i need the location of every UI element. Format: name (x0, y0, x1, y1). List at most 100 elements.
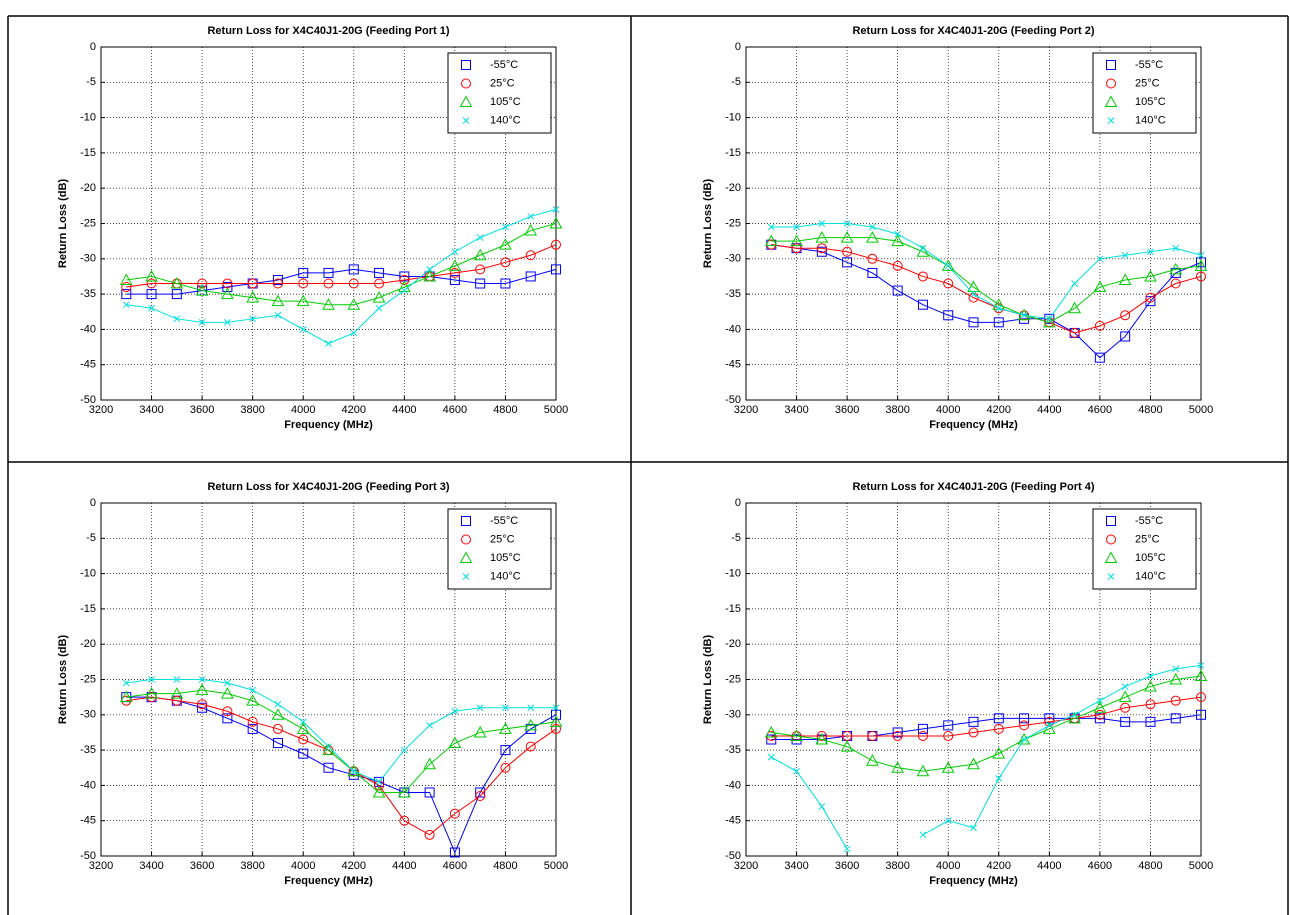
marker (1170, 278, 1181, 289)
marker (944, 262, 952, 270)
x-tick-label: 3400 (784, 404, 808, 416)
marker (968, 317, 979, 328)
marker (867, 253, 878, 264)
marker (1197, 662, 1205, 669)
legend-box (447, 52, 552, 134)
marker (299, 718, 307, 726)
marker (171, 289, 182, 300)
marker (944, 817, 952, 825)
marker (399, 274, 410, 285)
marker (995, 304, 1003, 312)
marker (1106, 78, 1116, 89)
marker (1120, 716, 1131, 727)
x-tick-label: 4600 (1088, 860, 1112, 872)
marker (347, 764, 361, 777)
marker (842, 257, 853, 268)
plot-frame (100, 502, 557, 857)
x-tick-label: 3200 (89, 860, 113, 872)
series-line (771, 237, 1202, 323)
legend-label: -55°C (1135, 59, 1163, 71)
marker (499, 722, 512, 734)
marker (397, 280, 411, 293)
marker (549, 715, 563, 727)
marker (943, 310, 954, 321)
marker (1147, 672, 1154, 680)
x-tick-label: 4400 (1037, 404, 1061, 416)
marker (502, 704, 509, 712)
marker (449, 267, 460, 278)
legend-label: 105°C (490, 96, 521, 108)
y-tick-label: -40 (725, 779, 741, 791)
marker (271, 294, 285, 307)
marker (461, 516, 471, 526)
legend-label: 140°C (490, 114, 521, 126)
legend-label: 25°C (1135, 533, 1160, 545)
marker (527, 704, 535, 712)
marker (1194, 259, 1208, 271)
marker (1172, 244, 1180, 252)
marker (525, 250, 536, 261)
legend-label: 105°C (1135, 552, 1166, 564)
marker (221, 687, 234, 699)
marker (551, 264, 561, 275)
marker (993, 713, 1004, 724)
marker (462, 573, 470, 580)
marker (1094, 320, 1105, 331)
marker (1044, 716, 1055, 727)
y-tick-label: -20 (725, 182, 741, 194)
marker (146, 289, 157, 300)
marker (917, 271, 928, 282)
marker (815, 732, 829, 745)
marker (917, 723, 928, 734)
marker (1170, 695, 1181, 706)
marker (790, 729, 803, 741)
series-line (126, 696, 557, 854)
legend-label: 25°C (490, 77, 515, 89)
marker (1120, 702, 1131, 713)
marker (296, 722, 310, 734)
y-tick-label: -45 (80, 815, 96, 827)
marker (121, 282, 132, 293)
x-tick-label: 3600 (190, 860, 214, 872)
marker (247, 716, 258, 727)
marker (1197, 251, 1205, 259)
y-tick-label: 0 (735, 41, 741, 53)
marker (916, 764, 930, 777)
series-line (771, 223, 1202, 320)
chart-title: Return Loss for X4C40J1-20G (Feeding Por… (852, 25, 1094, 37)
legend-label: 140°C (1135, 570, 1166, 582)
marker (917, 730, 928, 741)
y-tick-label: -30 (725, 253, 741, 265)
marker (552, 206, 560, 213)
marker (473, 725, 487, 738)
x-tick-label: 4600 (443, 860, 467, 872)
marker (500, 762, 511, 773)
marker (992, 747, 1006, 759)
marker (1145, 716, 1156, 727)
x-tick-label: 4400 (392, 404, 416, 416)
marker (1196, 709, 1206, 720)
marker (375, 304, 383, 312)
marker (793, 223, 800, 231)
y-tick-label: -25 (80, 217, 96, 229)
y-tick-label: -20 (725, 638, 741, 650)
marker (145, 269, 158, 282)
marker (524, 718, 538, 731)
y-tick-label: -50 (725, 394, 741, 406)
marker (943, 278, 954, 289)
x-tick-label: 4400 (392, 860, 416, 872)
marker (325, 340, 332, 347)
marker (224, 679, 231, 687)
marker (993, 317, 1004, 328)
marker (1118, 273, 1132, 285)
marker (1196, 271, 1206, 282)
y-tick-label: -5 (731, 532, 741, 544)
marker (350, 767, 358, 775)
marker (423, 757, 436, 770)
marker (426, 722, 433, 729)
x-tick-label: 3600 (835, 404, 859, 416)
marker (1172, 665, 1180, 673)
marker (869, 223, 876, 231)
marker (272, 738, 283, 749)
series-line (126, 223, 557, 306)
